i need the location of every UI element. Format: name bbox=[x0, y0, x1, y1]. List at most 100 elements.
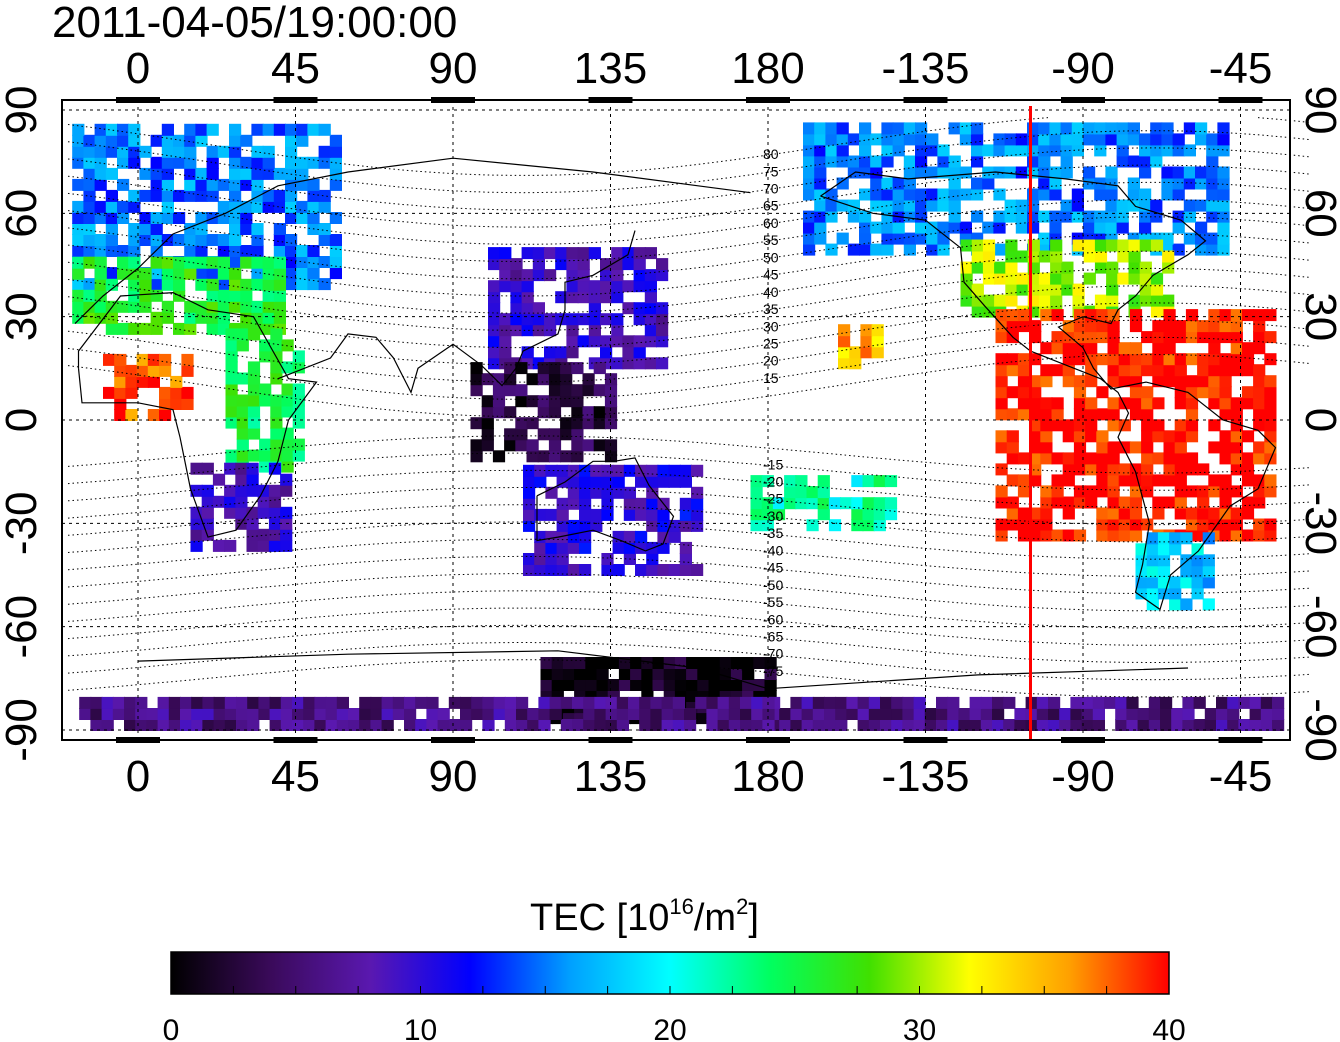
tec-cell bbox=[173, 278, 186, 291]
tec-cell bbox=[1146, 565, 1159, 578]
tec-cell bbox=[803, 122, 816, 135]
tec-cell bbox=[1128, 250, 1141, 263]
tec-cell bbox=[1230, 331, 1243, 344]
tec-cell bbox=[567, 497, 580, 510]
tec-cell bbox=[1206, 199, 1219, 212]
tec-cell bbox=[994, 261, 1007, 274]
tec-cell bbox=[605, 708, 618, 720]
tec-cell bbox=[1139, 261, 1152, 274]
tec-cell bbox=[719, 668, 732, 680]
tec-cell bbox=[348, 719, 361, 731]
tec-cell bbox=[236, 719, 249, 731]
tec-cell bbox=[1197, 463, 1210, 476]
tec-cell bbox=[1116, 144, 1129, 157]
tec-cell bbox=[521, 324, 534, 337]
tec-cell bbox=[1096, 474, 1109, 487]
tec-cell bbox=[537, 428, 550, 441]
tec-cell bbox=[181, 398, 194, 410]
tec-cell bbox=[1219, 529, 1232, 542]
tec-cell bbox=[1219, 364, 1232, 377]
tec-cell bbox=[150, 134, 163, 147]
tec-cell bbox=[1141, 408, 1154, 421]
tec-cell bbox=[1169, 587, 1182, 600]
tec-cell bbox=[270, 372, 283, 385]
tec-cell bbox=[1219, 320, 1232, 333]
tec-cell bbox=[1094, 122, 1107, 135]
tec-cell bbox=[318, 145, 331, 158]
tec-cell bbox=[180, 708, 193, 720]
tec-cell bbox=[993, 243, 1006, 256]
tec-cell bbox=[1129, 342, 1143, 355]
tec-cell bbox=[860, 324, 873, 337]
tec-cell bbox=[560, 417, 573, 430]
tec-cell bbox=[195, 178, 208, 191]
tec-cell bbox=[285, 212, 298, 224]
tec-cell bbox=[915, 221, 928, 234]
tec-cell bbox=[1105, 166, 1118, 179]
lat-label-right: 60 bbox=[1296, 189, 1340, 238]
tec-cell bbox=[761, 497, 774, 510]
tec-cell bbox=[83, 278, 96, 291]
tec-cell bbox=[1085, 342, 1098, 355]
tec-cell bbox=[881, 210, 894, 223]
tec-cell bbox=[1014, 719, 1027, 731]
tec-cell bbox=[1118, 364, 1131, 377]
tec-cell bbox=[892, 122, 905, 135]
tec-cell bbox=[971, 283, 984, 296]
tec-cell bbox=[296, 267, 309, 280]
tec-cell bbox=[206, 311, 219, 324]
tec-cell bbox=[1219, 397, 1232, 410]
tec-cell bbox=[1185, 485, 1199, 498]
tec-cell bbox=[884, 508, 898, 521]
tec-cell bbox=[139, 212, 152, 224]
tec-cell bbox=[1126, 719, 1139, 731]
colorbar-tick-label: 10 bbox=[404, 1014, 437, 1042]
tec-cell bbox=[926, 144, 939, 157]
tec-cell bbox=[488, 258, 501, 271]
tec-cell bbox=[1085, 485, 1098, 498]
tec-cell bbox=[1070, 719, 1083, 731]
tec-cell bbox=[948, 221, 961, 234]
tec-cell bbox=[616, 719, 629, 731]
tec-cell bbox=[195, 267, 208, 280]
tec-cell bbox=[601, 553, 614, 565]
tec-cell bbox=[1148, 696, 1161, 709]
tec-cell bbox=[1146, 554, 1159, 567]
tec-cell bbox=[488, 335, 501, 348]
tec-cell bbox=[717, 719, 730, 731]
lon-label-bottom: 0 bbox=[126, 752, 150, 801]
tec-cell bbox=[259, 460, 272, 473]
tec-cell bbox=[1174, 441, 1187, 454]
tec-cell bbox=[1048, 708, 1061, 720]
tec-cell bbox=[891, 696, 904, 709]
tec-cell bbox=[1208, 397, 1221, 410]
tec-cell bbox=[184, 322, 197, 335]
tec-cell bbox=[663, 679, 676, 691]
tec-cell bbox=[814, 177, 827, 190]
tec-cell bbox=[105, 189, 118, 202]
tec-cell bbox=[105, 245, 118, 257]
tec-cell bbox=[1137, 719, 1150, 731]
tec-cell bbox=[190, 539, 203, 552]
tec-cell bbox=[1249, 708, 1262, 720]
tec-cell bbox=[521, 269, 534, 282]
tec-cell bbox=[105, 200, 118, 213]
tec-cell bbox=[600, 280, 613, 293]
magnetic-latitude-label: 40 bbox=[763, 284, 779, 300]
tec-cell bbox=[268, 462, 282, 475]
tec-cell bbox=[128, 300, 141, 313]
tec-cell bbox=[225, 350, 238, 363]
tec-cell bbox=[622, 335, 635, 348]
tec-cell bbox=[644, 302, 657, 315]
tec-cell bbox=[117, 300, 130, 313]
tec-cell bbox=[1127, 155, 1140, 168]
tec-cell bbox=[1183, 232, 1196, 245]
tec-cell bbox=[1085, 375, 1098, 388]
tec-cell bbox=[1174, 364, 1187, 377]
tec-cell bbox=[105, 267, 118, 280]
tec-cell bbox=[1264, 430, 1277, 443]
tec-cell bbox=[206, 234, 219, 246]
tec-cell bbox=[285, 278, 298, 291]
tec-cell bbox=[1241, 430, 1255, 443]
tec-cell bbox=[336, 696, 349, 709]
